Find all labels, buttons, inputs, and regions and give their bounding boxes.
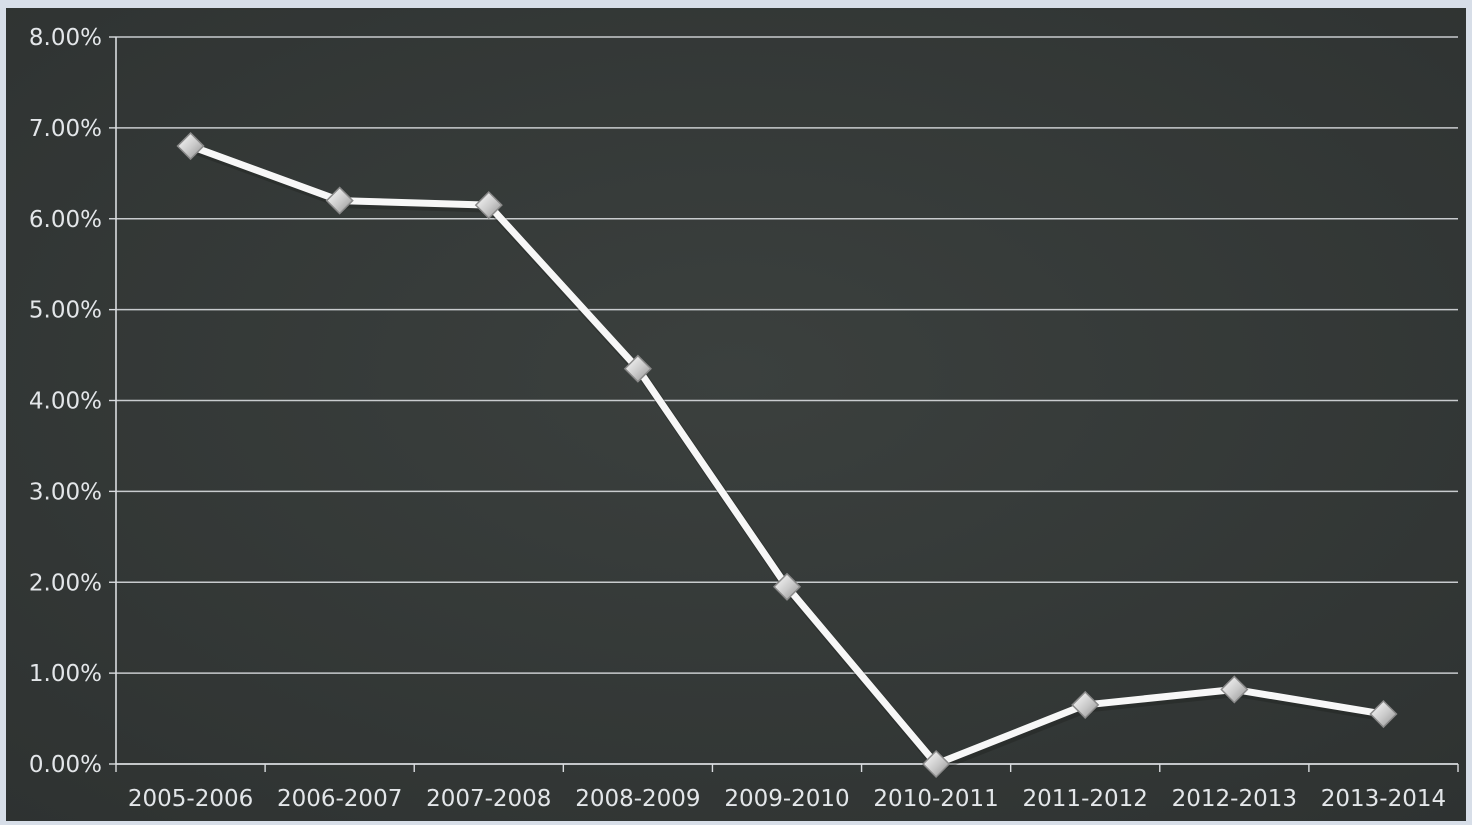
data-point-marker (474, 191, 503, 220)
x-tick-label: 2006-2007 (277, 786, 402, 812)
y-tick-label: 6.00% (29, 207, 102, 233)
y-tick-label: 8.00% (29, 25, 102, 51)
x-tick-label: 2011-2012 (1023, 786, 1148, 812)
series-markers (176, 131, 1398, 779)
data-point-marker (623, 354, 652, 383)
x-tick-label: 2007-2008 (426, 786, 551, 812)
gridlines (116, 36, 1458, 674)
data-point-marker (325, 186, 354, 215)
data-point-marker (772, 572, 802, 601)
x-tick-label: 2005-2006 (128, 786, 253, 812)
plot-background (6, 8, 1466, 821)
x-tick-label: 2012-2013 (1172, 786, 1297, 812)
y-tick-label: 4.00% (29, 389, 102, 415)
x-tick-label: 2013-2014 (1321, 786, 1446, 812)
y-tick-label: 7.00% (29, 116, 102, 142)
y-tick-label: 5.00% (29, 298, 102, 324)
y-tick-label: 2.00% (29, 570, 102, 596)
y-tick-labels: 0.00% 1.00% 2.00% 3.00% 4.00% 5.00% 6.00% 7.00%… (29, 25, 102, 778)
y-tick-label: 3.00% (29, 479, 102, 505)
x-tick-labels: 2005-2006 2006-2007 2007-2008 2008-2009 2009… (128, 786, 1446, 812)
y-tick-label: 0.00% (29, 752, 102, 778)
data-point-marker (922, 749, 951, 779)
data-point-marker (1369, 699, 1398, 729)
line-chart: 0.00% 1.00% 2.00% 3.00% 4.00% 5.00% 6.00% 7.00%… (6, 8, 1466, 821)
data-point-marker (1071, 690, 1100, 719)
x-tick-label: 2009-2010 (724, 786, 849, 812)
data-point-marker (176, 131, 205, 161)
axes (109, 36, 1459, 772)
chart-frame: 0.00% 1.00% 2.00% 3.00% 4.00% 5.00% 6.00% 7.00%… (6, 8, 1466, 821)
x-tick-label: 2010-2011 (873, 786, 998, 812)
x-tick-label: 2008-2009 (575, 786, 700, 812)
y-tick-label: 1.00% (29, 661, 102, 687)
data-point-marker (1220, 675, 1249, 704)
